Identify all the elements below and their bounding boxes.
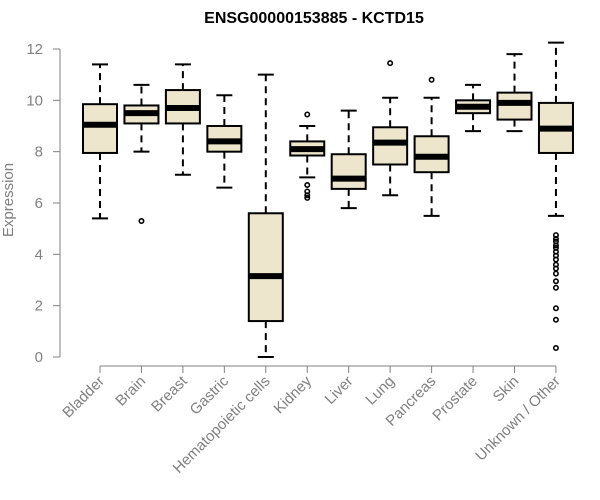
iqr-box [247,212,284,323]
outlier-point [304,192,311,199]
y-axis-label: Expression [0,163,17,237]
chart-title: ENSG00000153885 - KCTD15 [204,10,424,27]
x-tick-label: Bladder [59,373,108,422]
box-unknown-other [537,41,574,352]
x-tick-label: Liver [322,373,357,408]
iqr-box [372,126,409,166]
outlier-point [552,235,559,242]
outlier-point [552,284,559,291]
iqr-box [82,103,118,154]
x-tick-label: Lung [362,373,398,409]
x-tick-label: Skin [490,373,523,406]
outlier-point [387,60,394,67]
box-gastric [206,94,243,189]
box-prostate [455,83,492,133]
outlier-point [552,345,559,352]
box-kidney [289,111,326,201]
iqr-box [496,91,533,121]
outlier-point [304,182,311,189]
outlier-point [552,278,559,285]
outlier-point [304,194,311,201]
boxes [82,41,574,358]
outlier-point [552,305,559,312]
box-lung [372,60,409,197]
x-tick-label: Kidney [271,372,316,417]
y-tick-label: 0 [35,349,43,366]
x-tick-label: Brain [112,373,149,410]
y-tick-label: 6 [35,195,43,212]
box-skin [496,53,533,133]
box-liver [330,109,367,210]
y-tick-label: 4 [35,246,43,263]
outlier-point [428,76,435,83]
y-tick-label: 2 [35,298,43,315]
outlier-point [552,316,559,323]
box-breast [164,63,201,176]
outlier-point [138,217,145,224]
box-pancreas [413,76,450,217]
outlier-point [552,242,559,249]
box-hematopoietic-cells [247,73,284,358]
y-tick-label: 8 [35,144,43,161]
box-bladder [82,63,118,220]
outlier-point [552,265,559,272]
box-brain [123,83,160,224]
y-tick-label: 12 [26,41,43,58]
outlier-point [304,111,311,118]
x-tick-label: Breast [148,372,191,415]
iqr-box [330,153,367,190]
x-tick-label: Prostate [429,373,481,425]
outlier-point [552,270,559,277]
y-tick-label: 10 [26,92,43,109]
outlier-point [552,256,559,263]
